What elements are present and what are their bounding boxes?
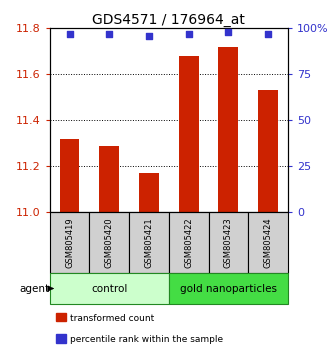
- Bar: [209, 212, 248, 273]
- Bar: [139, 173, 159, 212]
- Text: gold nanoparticles: gold nanoparticles: [180, 284, 277, 293]
- Text: control: control: [91, 284, 127, 293]
- Bar: [258, 91, 278, 212]
- Point: [107, 31, 112, 37]
- Bar: [169, 212, 209, 273]
- Point: [67, 31, 72, 37]
- Point: [265, 31, 271, 37]
- Text: agent: agent: [20, 284, 50, 293]
- Bar: [169, 273, 288, 304]
- Bar: [129, 212, 169, 273]
- Text: GSM805421: GSM805421: [144, 217, 154, 268]
- Text: GSM805424: GSM805424: [263, 217, 273, 268]
- Text: GSM805419: GSM805419: [65, 217, 74, 268]
- Bar: [248, 212, 288, 273]
- Bar: [218, 47, 238, 212]
- Point: [226, 29, 231, 35]
- Bar: [60, 139, 79, 212]
- Bar: [89, 212, 129, 273]
- Text: GSM805420: GSM805420: [105, 217, 114, 268]
- Text: GSM805422: GSM805422: [184, 217, 193, 268]
- Point: [146, 33, 152, 39]
- Bar: [99, 146, 119, 212]
- Title: GDS4571 / 176964_at: GDS4571 / 176964_at: [92, 13, 245, 27]
- Bar: [50, 212, 89, 273]
- Text: transformed count: transformed count: [70, 314, 154, 323]
- Bar: [50, 273, 169, 304]
- Text: percentile rank within the sample: percentile rank within the sample: [70, 335, 223, 344]
- Point: [186, 31, 191, 37]
- Text: GSM805423: GSM805423: [224, 217, 233, 268]
- Bar: [179, 56, 199, 212]
